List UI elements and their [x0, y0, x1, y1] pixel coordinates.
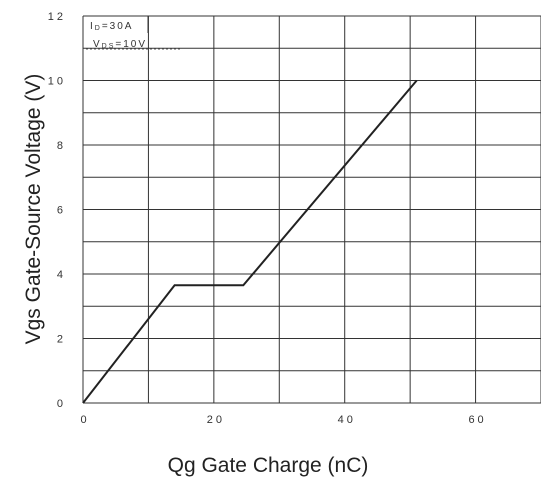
y-tick-label: 8	[57, 140, 66, 152]
series-layer	[82, 79, 418, 404]
y-tick-label: 4	[57, 269, 66, 281]
y-tick-label: 0	[57, 398, 66, 410]
annotation: ID=30A VDS=10V	[86, 16, 180, 50]
y-tick-label: 12	[48, 11, 66, 23]
y-tick-label: 2	[57, 334, 66, 346]
y-tick-label: 10	[48, 76, 66, 88]
tick-labels: 0 20 40 60 0 2 4 6 8 10 12	[48, 11, 486, 426]
x-tick-label: 20	[207, 414, 225, 426]
x-tick-label: 60	[468, 414, 486, 426]
x-tick-label: 40	[338, 414, 356, 426]
annotation-current: ID=30A	[90, 21, 133, 32]
series-line	[82, 79, 418, 404]
y-axis-title: Vgs Gate-Source Voltage (V)	[22, 74, 45, 345]
grid	[82, 15, 541, 404]
y-tick-label: 6	[57, 205, 66, 217]
annotation-voltage: VDS=10V	[93, 39, 147, 50]
x-tick-label: 0	[80, 414, 89, 426]
x-axis-title: Qg Gate Charge (nC)	[168, 454, 369, 477]
